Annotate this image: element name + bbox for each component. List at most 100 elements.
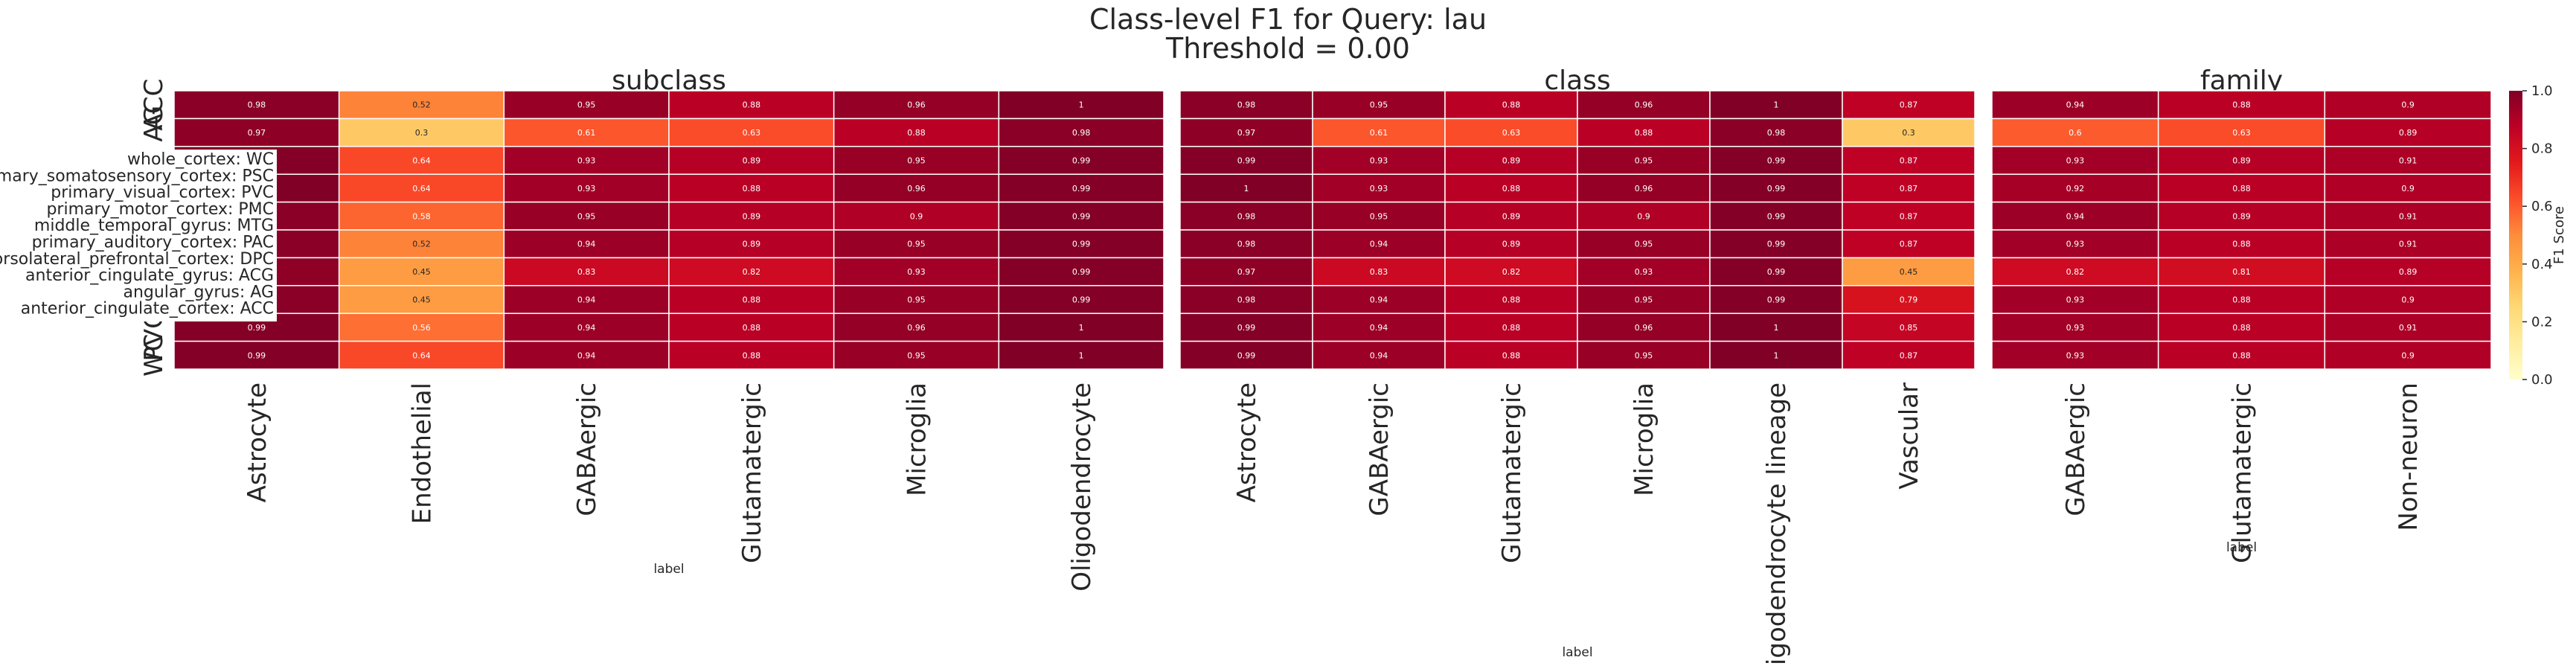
cell-value-label: 0.97: [1237, 267, 1256, 277]
cell-value-label: 0.95: [1635, 240, 1653, 249]
heatmap-cell: [998, 146, 1164, 175]
cell-value-label: 0.99: [248, 323, 266, 333]
cell-value-label: 0.87: [1900, 100, 1918, 110]
x-axis-label: label: [1562, 645, 1592, 660]
heatmap-cell: [2324, 201, 2492, 231]
heatmap-cell: [1842, 90, 1976, 120]
cell-value-label: 0.93: [1370, 184, 1388, 193]
heatmap-cell: [1709, 118, 1843, 147]
region-legend-item: anterior_cingulate_cortex: ACC: [21, 300, 274, 318]
cell-value-label: 0.88: [907, 128, 926, 138]
heatmap-cell: [1577, 285, 1711, 314]
cell-value-label: 0.95: [1635, 295, 1653, 305]
cell-value-label: 0.87: [1900, 240, 1918, 249]
cell-value-label: 1: [1774, 350, 1779, 360]
heatmap-cell: [503, 313, 670, 342]
heatmap-cell: [1444, 257, 1578, 286]
cell-value-label: 0.92: [2066, 184, 2085, 193]
heatmap-cell: [998, 257, 1164, 286]
cell-value-label: 0.79: [1900, 295, 1918, 305]
x-tick-label: Microglia: [1630, 382, 1659, 496]
heatmap-cell: [2324, 173, 2492, 203]
cell-value-label: 0.99: [248, 350, 266, 360]
cell-value-label: 0.93: [907, 267, 926, 277]
cell-value-label: 0.88: [2232, 350, 2251, 360]
heatmap-cell: [668, 340, 835, 370]
cell-value-label: 0.88: [2232, 295, 2251, 305]
cell-value-label: 0.95: [907, 295, 926, 305]
cell-value-label: 0.93: [2066, 295, 2085, 305]
cell-value-label: 0.87: [1900, 156, 1918, 166]
cell-value-label: 0.96: [907, 323, 926, 333]
region-legend-item: primary_somatosensory_cortex: PSC: [0, 167, 274, 185]
cell-value-label: 0.87: [1900, 350, 1918, 360]
cell-value-label: 0.98: [1072, 128, 1091, 138]
cell-value-label: 0.93: [2066, 350, 2085, 360]
cell-value-label: 0.91: [2399, 323, 2418, 333]
cell-value-label: 0.88: [743, 350, 761, 360]
cell-value-label: 0.45: [412, 295, 431, 305]
heatmap-cell: [338, 118, 505, 147]
heatmap-cell: [1709, 340, 1843, 370]
x-tick-label: Oligodendrocyte: [1067, 382, 1097, 592]
cell-value-label: 0.9: [2401, 100, 2415, 110]
heatmap-cell: [1991, 229, 2159, 259]
heatmap-cell: [338, 340, 505, 370]
x-tick-label: Vascular: [1894, 382, 1924, 490]
heatmap-cell: [998, 340, 1164, 370]
cell-value-label: 0.97: [248, 128, 266, 138]
heatmap-cell: [503, 340, 670, 370]
heatmap-cell: [1179, 257, 1313, 286]
cell-value-label: 0.98: [1237, 295, 1256, 305]
cell-value-label: 0.88: [1502, 323, 1521, 333]
colorbar-tick-label: 0.2: [2531, 314, 2553, 330]
cell-value-label: 0.81: [2232, 267, 2251, 277]
cell-value-label: 0.93: [1635, 267, 1653, 277]
colorbar-tick-label: 0.8: [2531, 141, 2553, 157]
cell-value-label: 0.64: [412, 184, 431, 193]
cell-value-label: 0.94: [1370, 323, 1388, 333]
cell-value-label: 1: [1079, 350, 1084, 360]
heatmap-cell: [998, 173, 1164, 203]
heatmap-cell: [338, 313, 505, 342]
colorbar-tick-label: 0.0: [2531, 372, 2553, 388]
heatmap-cell: [2157, 146, 2326, 175]
cell-value-label: 0.99: [1072, 267, 1091, 277]
cell-value-label: 0.95: [1635, 350, 1653, 360]
cell-value-label: 0.94: [2066, 211, 2085, 221]
x-tick-label: Astrocyte: [1232, 382, 1262, 502]
heatmap-cell: [1842, 146, 1976, 175]
heatmap-cell: [503, 146, 670, 175]
cell-value-label: 0.97: [1237, 128, 1256, 138]
cell-value-label: 0.85: [1900, 323, 1918, 333]
cell-value-label: 0.93: [577, 184, 596, 193]
y-tick-label: AG: [139, 106, 169, 142]
cell-value-label: 0.94: [577, 240, 596, 249]
region-legend-item: middle_temporal_gyrus: MTG: [34, 217, 274, 235]
cell-value-label: 0.89: [1502, 211, 1521, 221]
cell-value-label: 0.95: [577, 100, 596, 110]
cell-value-label: 1: [1079, 323, 1084, 333]
cell-value-label: 0.99: [1767, 295, 1786, 305]
heatmap-cell: [173, 90, 340, 120]
colorbar-tick-label: 1.0: [2531, 83, 2553, 99]
heatmap-cell: [2324, 118, 2492, 147]
colorbar-tick-label: 0.4: [2531, 257, 2553, 272]
cell-value-label: 0.99: [1237, 323, 1256, 333]
x-tick-label: Astrocyte: [243, 382, 272, 502]
cell-value-label: 0.96: [1635, 323, 1653, 333]
cell-value-label: 0.56: [412, 323, 431, 333]
heatmap-cell: [1842, 173, 1976, 203]
cell-value-label: 0.98: [1237, 240, 1256, 249]
heatmap-cell: [1179, 173, 1313, 203]
cell-value-label: 0.99: [1237, 350, 1256, 360]
heatmap-cell: [1312, 146, 1446, 175]
x-tick-label: GABAergic: [572, 382, 602, 516]
cell-value-label: 0.95: [1635, 156, 1653, 166]
cell-value-label: 0.63: [743, 128, 761, 138]
heatmap-cell: [1991, 201, 2159, 231]
colorbar-tick-label: 0.6: [2531, 199, 2553, 214]
heatmap-cell: [1577, 146, 1711, 175]
